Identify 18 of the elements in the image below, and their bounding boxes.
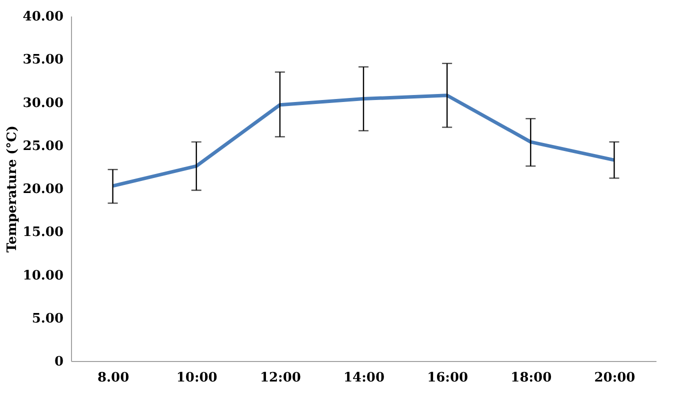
x-tick-label: 14:00: [344, 370, 384, 386]
y-tick-label: 10.00: [22, 268, 64, 284]
y-tick-label: 0: [54, 354, 64, 370]
y-tick-label: 5.00: [32, 311, 64, 326]
y-axis-title: Temperature (°C): [4, 125, 20, 253]
y-tick-label: 40.00: [22, 10, 64, 24]
x-tick-label: 10:00: [176, 370, 218, 386]
x-tick-label: 20:00: [594, 370, 636, 386]
y-tick-label: 20.00: [22, 182, 64, 197]
y-tick-label: 25.00: [22, 138, 64, 154]
x-tick-label: 12:00: [260, 370, 301, 386]
line-series: [111, 94, 616, 188]
x-tick-label: 18:00: [510, 370, 552, 386]
x-tick-label: 8.00: [97, 370, 130, 386]
y-tick-label: 35.00: [22, 52, 64, 68]
y-tick-label: 15.00: [22, 225, 64, 240]
y-tick-label: 30.00: [22, 96, 64, 111]
x-tick-label: 16:00: [427, 370, 468, 386]
